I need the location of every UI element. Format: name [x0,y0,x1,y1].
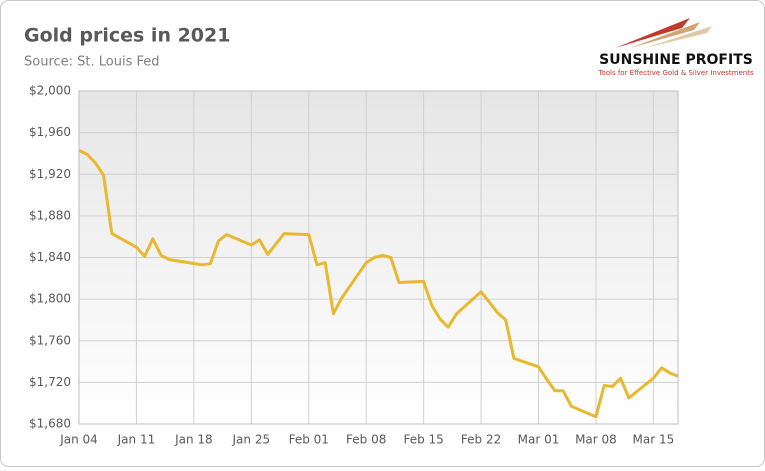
logo-ray [630,22,700,48]
y-tick-label: $1,800 [29,292,71,306]
x-tick-label: Jan 18 [174,433,213,447]
logo: SUNSHINE PROFITS Tools for Effective Gol… [597,18,754,77]
x-tick-label: Mar 01 [518,433,560,447]
logo-ray [615,18,690,48]
x-tick-label: Jan 11 [117,433,156,447]
x-tick-label: Feb 08 [346,433,386,447]
logo-ray [645,26,712,48]
x-tick-label: Feb 01 [289,433,329,447]
x-tick-label: Jan 04 [59,433,98,447]
x-tick-label: Feb 22 [461,433,501,447]
y-tick-label: $1,840 [29,250,71,264]
chart-title: Gold prices in 2021 [24,25,230,47]
y-tick-label: $1,920 [29,167,71,181]
y-tick-label: $1,680 [29,417,71,431]
x-tick-label: Mar 08 [575,433,617,447]
price-line [78,148,679,419]
logo-name: SUNSHINE PROFITS [599,52,753,68]
x-tick-label: Mar 15 [633,433,675,447]
chart-subtitle: Source: St. Louis Fed [24,55,160,70]
y-tick-label: $1,760 [29,333,71,347]
logo-tagline: Tools for Effective Gold & Silver Invest… [597,69,754,77]
plot-border [78,90,679,425]
x-tick-label: Feb 15 [403,433,443,447]
y-tick-label: $1,720 [29,375,71,389]
y-tick-label: $2,000 [29,84,71,98]
x-tick-label: Jan 25 [232,433,271,447]
y-tick-label: $1,880 [29,208,71,222]
y-tick-label: $1,960 [29,125,71,139]
